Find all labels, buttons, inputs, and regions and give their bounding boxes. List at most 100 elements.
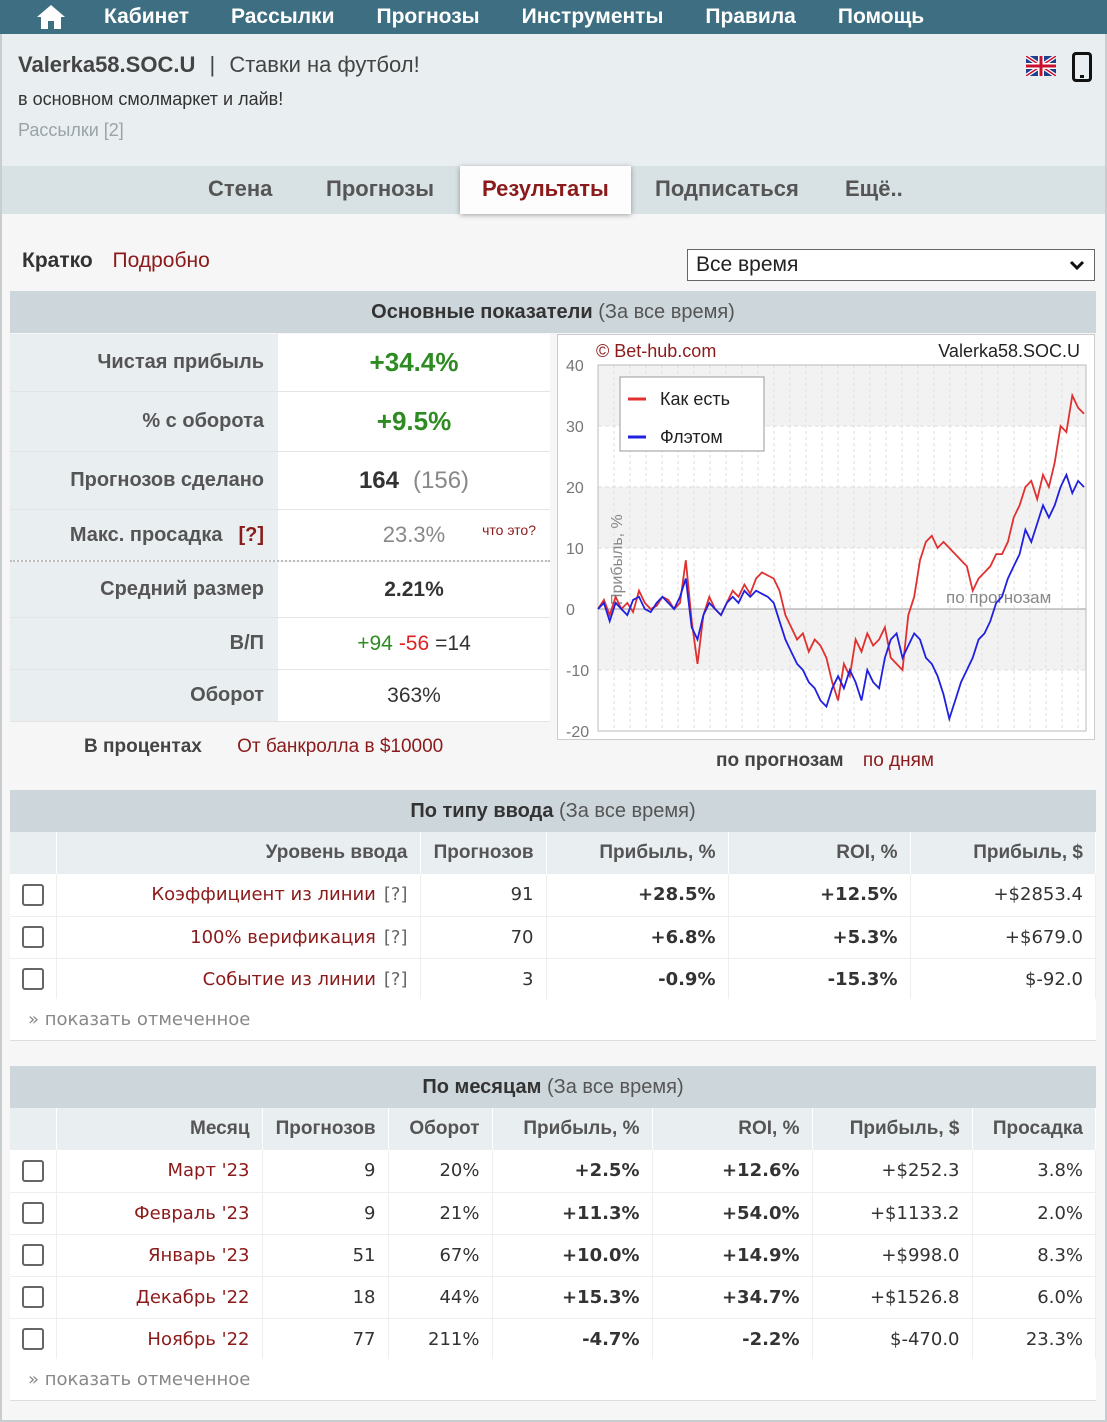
profit-usd: +$1133.2 bbox=[812, 1192, 973, 1235]
stat-label-text: Макс. просадка bbox=[69, 523, 223, 546]
show-selected-link[interactable]: » показать отмеченное bbox=[10, 1359, 1096, 1401]
tab-wall[interactable]: Стена bbox=[208, 176, 273, 201]
row-checkbox[interactable] bbox=[21, 883, 44, 906]
tab-results[interactable]: Результаты bbox=[460, 166, 631, 214]
drawdown: 2.0% bbox=[972, 1192, 1096, 1235]
uk-flag-icon[interactable] bbox=[1026, 56, 1056, 76]
chart-legend bbox=[619, 376, 765, 452]
unit-percent[interactable]: В процентах bbox=[84, 736, 202, 757]
entry-level-help[interactable]: [?] bbox=[383, 926, 408, 948]
stat-value: +34.4% bbox=[369, 347, 459, 377]
nav-forecasts[interactable]: Прогнозы bbox=[376, 5, 480, 28]
table-header-row: Уровень ввода Прогнозов Прибыль, % ROI, … bbox=[10, 832, 1096, 874]
entry-level-name[interactable]: Коэффициент из линии bbox=[151, 884, 376, 906]
x-axis-label: по прогнозам bbox=[946, 588, 1051, 607]
table-row: Февраль '23 9 21% +11.3% +54.0% +$1133.2 2.0% bbox=[10, 1192, 1096, 1235]
nav-mailings[interactable]: Рассылки bbox=[231, 5, 335, 28]
profile-header: Valerka58.SOC.U | Ставки на футбол! в ос… bbox=[2, 34, 1105, 166]
nav-help[interactable]: Помощь bbox=[837, 5, 925, 28]
stat-value: 2.21% bbox=[384, 577, 444, 601]
month-name[interactable]: Декабрь '22 bbox=[56, 1276, 263, 1319]
profit-usd: +$679.0 bbox=[910, 916, 1096, 959]
legend-label: Флэтом bbox=[660, 427, 723, 447]
nav-tools[interactable]: Инструменты bbox=[521, 5, 664, 28]
profile-name[interactable]: Valerka58.SOC.U bbox=[18, 52, 196, 77]
col-turnover[interactable]: Оборот bbox=[388, 1108, 493, 1150]
mode-detailed[interactable]: Подробно bbox=[112, 249, 210, 272]
chart-mode-bets[interactable]: по прогнозам bbox=[716, 750, 844, 771]
stat-row-net-profit: Чистая прибыль +34.4% bbox=[10, 334, 550, 392]
by-type-period: (За все время) bbox=[559, 800, 696, 822]
chart-band bbox=[598, 609, 1086, 670]
col-profit-usd[interactable]: Прибыль, $ bbox=[812, 1108, 973, 1150]
row-checkbox-cell bbox=[10, 1276, 57, 1319]
entry-level-help[interactable]: [?] bbox=[383, 968, 408, 990]
month-name[interactable]: Ноябрь '22 bbox=[56, 1318, 263, 1361]
home-icon[interactable] bbox=[34, 0, 68, 34]
row-checkbox[interactable] bbox=[21, 1244, 44, 1266]
bets-count: 9 bbox=[262, 1150, 389, 1193]
legend-label: Как есть bbox=[660, 389, 730, 409]
drawdown-what-link[interactable]: что это? bbox=[482, 522, 536, 538]
stat-extra: (156) bbox=[413, 466, 470, 494]
col-roi[interactable]: ROI, % bbox=[652, 1108, 813, 1150]
row-checkbox[interactable] bbox=[21, 926, 44, 948]
y-tick-label: -20 bbox=[566, 724, 589, 739]
mode-short[interactable]: Кратко bbox=[22, 249, 93, 272]
profit-pct: +15.3% bbox=[492, 1276, 653, 1319]
row-checkbox[interactable] bbox=[21, 1159, 44, 1182]
tab-subscribe[interactable]: Подписаться bbox=[655, 176, 799, 201]
col-profit-pct[interactable]: Прибыль, % bbox=[546, 832, 729, 874]
col-profit-usd[interactable]: Прибыль, $ bbox=[910, 832, 1096, 874]
month-name[interactable]: Март '23 bbox=[56, 1150, 263, 1193]
col-bets[interactable]: Прогнозов bbox=[420, 832, 547, 874]
col-entry-level[interactable]: Уровень ввода bbox=[56, 832, 421, 874]
month-name[interactable]: Февраль '23 bbox=[56, 1192, 263, 1235]
main-stats-title: Основные показатели bbox=[371, 301, 593, 323]
main-stats-table: Чистая прибыль +34.4% % с оборота +9.5% … bbox=[10, 334, 550, 722]
col-profit-pct[interactable]: Прибыль, % bbox=[492, 1108, 653, 1150]
y-axis-label: Прибыль, % bbox=[609, 514, 626, 605]
mobile-version-icon[interactable] bbox=[1072, 52, 1092, 82]
month-name[interactable]: Январь '23 bbox=[56, 1234, 263, 1277]
profile-tagline: Ставки на футбол! bbox=[229, 52, 420, 77]
chart-mode-days[interactable]: по дням bbox=[862, 750, 934, 771]
col-drawdown[interactable]: Просадка bbox=[972, 1108, 1096, 1150]
row-checkbox[interactable] bbox=[21, 968, 44, 990]
stat-wins: +94 bbox=[357, 631, 393, 655]
profile-title: Valerka58.SOC.U | Ставки на футбол! bbox=[18, 52, 420, 78]
stat-value: 363% bbox=[387, 683, 441, 707]
row-checkbox-cell bbox=[10, 958, 57, 1001]
plot-area bbox=[597, 364, 1087, 732]
entry-level-cell: 100% верификация [?] bbox=[56, 916, 421, 959]
profit-pct: +28.5% bbox=[546, 874, 729, 917]
show-selected-link[interactable]: » показать отмеченное bbox=[10, 999, 1096, 1041]
col-roi[interactable]: ROI, % bbox=[728, 832, 911, 874]
y-tick-label: 40 bbox=[566, 358, 584, 375]
tab-more[interactable]: Ещё.. bbox=[845, 176, 903, 201]
drawdown: 6.0% bbox=[972, 1276, 1096, 1319]
unit-bankroll[interactable]: От банкролла в $10000 bbox=[237, 736, 444, 757]
profit-usd: +$1526.8 bbox=[812, 1276, 973, 1319]
period-select[interactable]: Все время bbox=[687, 249, 1095, 281]
title-separator: | bbox=[209, 52, 216, 77]
entry-level-name[interactable]: Событие из линии bbox=[202, 968, 376, 990]
row-checkbox[interactable] bbox=[21, 1286, 44, 1308]
row-checkbox[interactable] bbox=[21, 1328, 44, 1350]
tab-forecasts[interactable]: Прогнозы bbox=[326, 176, 435, 201]
nav-cabinet[interactable]: Кабинет bbox=[104, 5, 190, 28]
col-month[interactable]: Месяц bbox=[56, 1108, 263, 1150]
drawdown: 23.3% bbox=[972, 1318, 1096, 1361]
row-checkbox[interactable] bbox=[21, 1202, 44, 1224]
mailings-link[interactable]: Рассылки [2] bbox=[18, 120, 124, 140]
entry-level-help[interactable]: [?] bbox=[383, 884, 408, 906]
col-bets[interactable]: Прогнозов bbox=[262, 1108, 389, 1150]
table-row: Март '23 9 20% +2.5% +12.6% +$252.3 3.8% bbox=[10, 1150, 1096, 1193]
stat-row-bets-count: Прогнозов сделано 164 (156) bbox=[10, 452, 550, 510]
table-row: 100% верификация [?] 70 +6.8% +5.3% +$679.0 bbox=[10, 916, 1096, 959]
nav-rules[interactable]: Правила bbox=[705, 5, 796, 28]
drawdown-help[interactable]: [?] bbox=[238, 523, 264, 546]
chart-svg: 40 30 20 10 0 -10 -20 Прибыль, % по прогнозам © B… bbox=[566, 341, 1087, 741]
entry-level-name[interactable]: 100% верификация bbox=[190, 926, 376, 948]
y-tick-label: 20 bbox=[566, 480, 584, 497]
